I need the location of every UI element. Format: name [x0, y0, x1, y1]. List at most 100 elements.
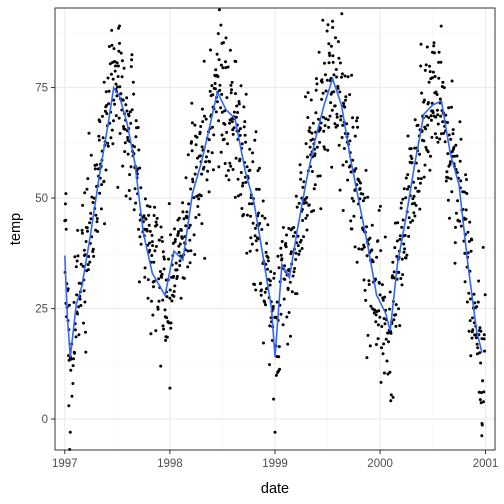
- data-point: [343, 105, 347, 109]
- data-point: [148, 229, 152, 233]
- data-point: [276, 254, 280, 258]
- data-point: [344, 160, 348, 164]
- data-point: [161, 324, 165, 328]
- data-point: [424, 145, 428, 149]
- data-point: [263, 290, 267, 294]
- data-point: [382, 317, 386, 320]
- data-point: [243, 133, 247, 137]
- data-point: [479, 361, 483, 365]
- data-point: [150, 299, 153, 303]
- data-point: [217, 8, 221, 12]
- data-point: [425, 45, 429, 49]
- data-point: [152, 285, 155, 289]
- data-point: [374, 320, 378, 324]
- data-point: [473, 301, 477, 305]
- data-point: [444, 113, 448, 117]
- data-point: [271, 305, 275, 308]
- data-point: [254, 239, 258, 243]
- data-point: [308, 145, 312, 149]
- data-point: [204, 117, 208, 121]
- data-point: [481, 379, 485, 383]
- data-point: [367, 283, 371, 286]
- data-point: [310, 131, 314, 135]
- data-point: [454, 225, 457, 229]
- data-point: [273, 430, 277, 434]
- plot-panel: [54, 7, 496, 451]
- data-point: [376, 337, 380, 341]
- data-point: [69, 357, 73, 361]
- data-point: [225, 130, 229, 134]
- data-point: [402, 187, 406, 191]
- data-point: [157, 277, 161, 281]
- data-point: [304, 201, 308, 205]
- data-point: [134, 119, 138, 123]
- data-point: [110, 43, 114, 47]
- data-point: [228, 48, 232, 52]
- data-point: [256, 169, 260, 173]
- data-point: [83, 191, 87, 195]
- data-point: [110, 28, 114, 32]
- data-point: [410, 157, 414, 160]
- data-point: [85, 187, 89, 191]
- data-point: [383, 322, 387, 326]
- data-point: [323, 147, 327, 151]
- data-point: [211, 93, 215, 97]
- data-point: [350, 227, 354, 231]
- data-point: [370, 248, 374, 252]
- data-point: [361, 199, 365, 203]
- data-point: [158, 238, 161, 242]
- data-point: [380, 325, 384, 328]
- data-point: [125, 109, 129, 113]
- data-point: [413, 146, 417, 150]
- data-point: [194, 165, 198, 169]
- data-point: [394, 324, 398, 328]
- data-point: [424, 127, 428, 131]
- data-point: [245, 251, 249, 255]
- data-point: [92, 254, 96, 258]
- data-point: [139, 242, 143, 246]
- data-point: [425, 114, 428, 118]
- data-point: [329, 101, 333, 105]
- data-point: [188, 261, 192, 265]
- data-point: [95, 163, 99, 167]
- data-point: [154, 220, 158, 224]
- data-point: [116, 64, 120, 68]
- data-point: [129, 121, 133, 125]
- data-point: [116, 85, 119, 89]
- x-tick-label: 1999: [262, 458, 288, 470]
- data-point: [353, 134, 357, 138]
- data-point: [71, 357, 75, 361]
- data-point: [336, 40, 340, 44]
- data-point: [216, 75, 220, 78]
- data-point: [433, 132, 437, 136]
- data-point: [208, 160, 212, 164]
- data-point: [116, 75, 120, 78]
- data-point: [230, 88, 233, 92]
- data-point: [233, 195, 237, 199]
- data-point: [318, 140, 322, 144]
- data-point: [286, 342, 290, 346]
- data-point: [64, 218, 68, 222]
- data-point: [81, 264, 85, 268]
- data-point: [202, 165, 206, 169]
- data-point: [331, 26, 335, 29]
- data-point: [241, 181, 245, 185]
- data-point: [315, 77, 318, 81]
- data-point: [315, 145, 319, 149]
- data-point: [357, 247, 361, 251]
- data-point: [398, 324, 402, 328]
- data-point: [247, 202, 251, 206]
- data-point: [86, 229, 89, 233]
- data-point: [283, 277, 287, 281]
- data-point: [423, 163, 427, 167]
- data-point: [378, 204, 382, 208]
- data-point: [406, 226, 410, 230]
- data-point: [152, 279, 156, 283]
- data-point: [134, 201, 138, 205]
- data-point: [181, 210, 185, 214]
- data-point: [464, 173, 468, 177]
- data-point: [236, 194, 240, 198]
- data-point: [451, 132, 455, 136]
- data-point: [188, 223, 192, 227]
- data-point: [217, 58, 221, 62]
